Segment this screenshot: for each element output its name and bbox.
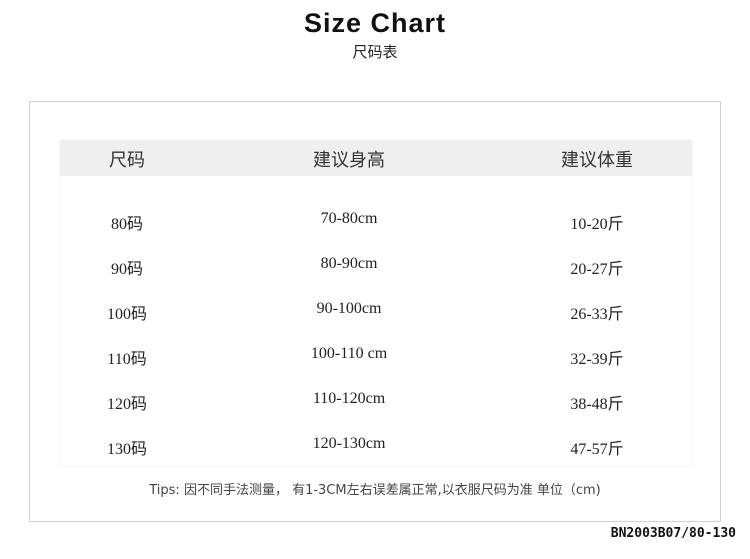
height-cell: 120-130cm [312, 435, 386, 452]
header-height: 建议身高 [313, 150, 385, 171]
weight-cell: 26-33斤 [570, 306, 624, 323]
size-cell: 100码 [106, 306, 148, 323]
size-cell: 110码 [107, 351, 147, 368]
size-cell: 130码 [106, 441, 148, 458]
table-row: 90码 80-90cm 20-27斤 [60, 243, 692, 287]
table-row: 120码 110-120cm 38-48斤 [60, 378, 692, 422]
size-cell: 90码 [110, 261, 144, 278]
size-cell: 120码 [106, 396, 148, 413]
header-size: 尺码 [109, 150, 145, 171]
chart-frame [29, 101, 721, 522]
height-cell: 80-90cm [320, 255, 378, 272]
page-subtitle: 尺码表 [352, 43, 398, 61]
table-row: 110码 100-110 cm 32-39斤 [60, 333, 692, 377]
tips-text: Tips: 因不同手法测量， 有1-3CM左右误差属正常,以衣服尺码为准 单位（… [149, 483, 601, 498]
weight-cell: 20-27斤 [570, 261, 624, 278]
weight-cell: 10-20斤 [570, 216, 624, 233]
table-row: 130码 120-130cm 47-57斤 [60, 423, 692, 467]
table-header: 尺码 建议身高 建议体重 [60, 140, 692, 176]
height-cell: 110-120cm [312, 390, 386, 407]
height-cell: 70-80cm [320, 210, 378, 227]
weight-cell: 47-57斤 [570, 441, 624, 458]
weight-cell: 38-48斤 [570, 396, 624, 413]
size-cell: 80码 [110, 216, 144, 233]
height-cell: 90-100cm [316, 300, 382, 317]
size-table: 尺码 建议身高 建议体重 80码 70-80cm 10-20斤 90码 80-90cm 2… [60, 140, 692, 466]
header-weight: 建议体重 [561, 150, 633, 171]
page-title: Size Chart [303, 8, 447, 38]
table-row: 100码 90-100cm 26-33斤 [60, 288, 692, 332]
height-cell: 100-110 cm [310, 345, 388, 362]
weight-cell: 32-39斤 [570, 351, 624, 368]
table-row: 80码 70-80cm 10-20斤 [60, 198, 692, 242]
product-code: BN2003B07/80-130 [610, 526, 736, 541]
